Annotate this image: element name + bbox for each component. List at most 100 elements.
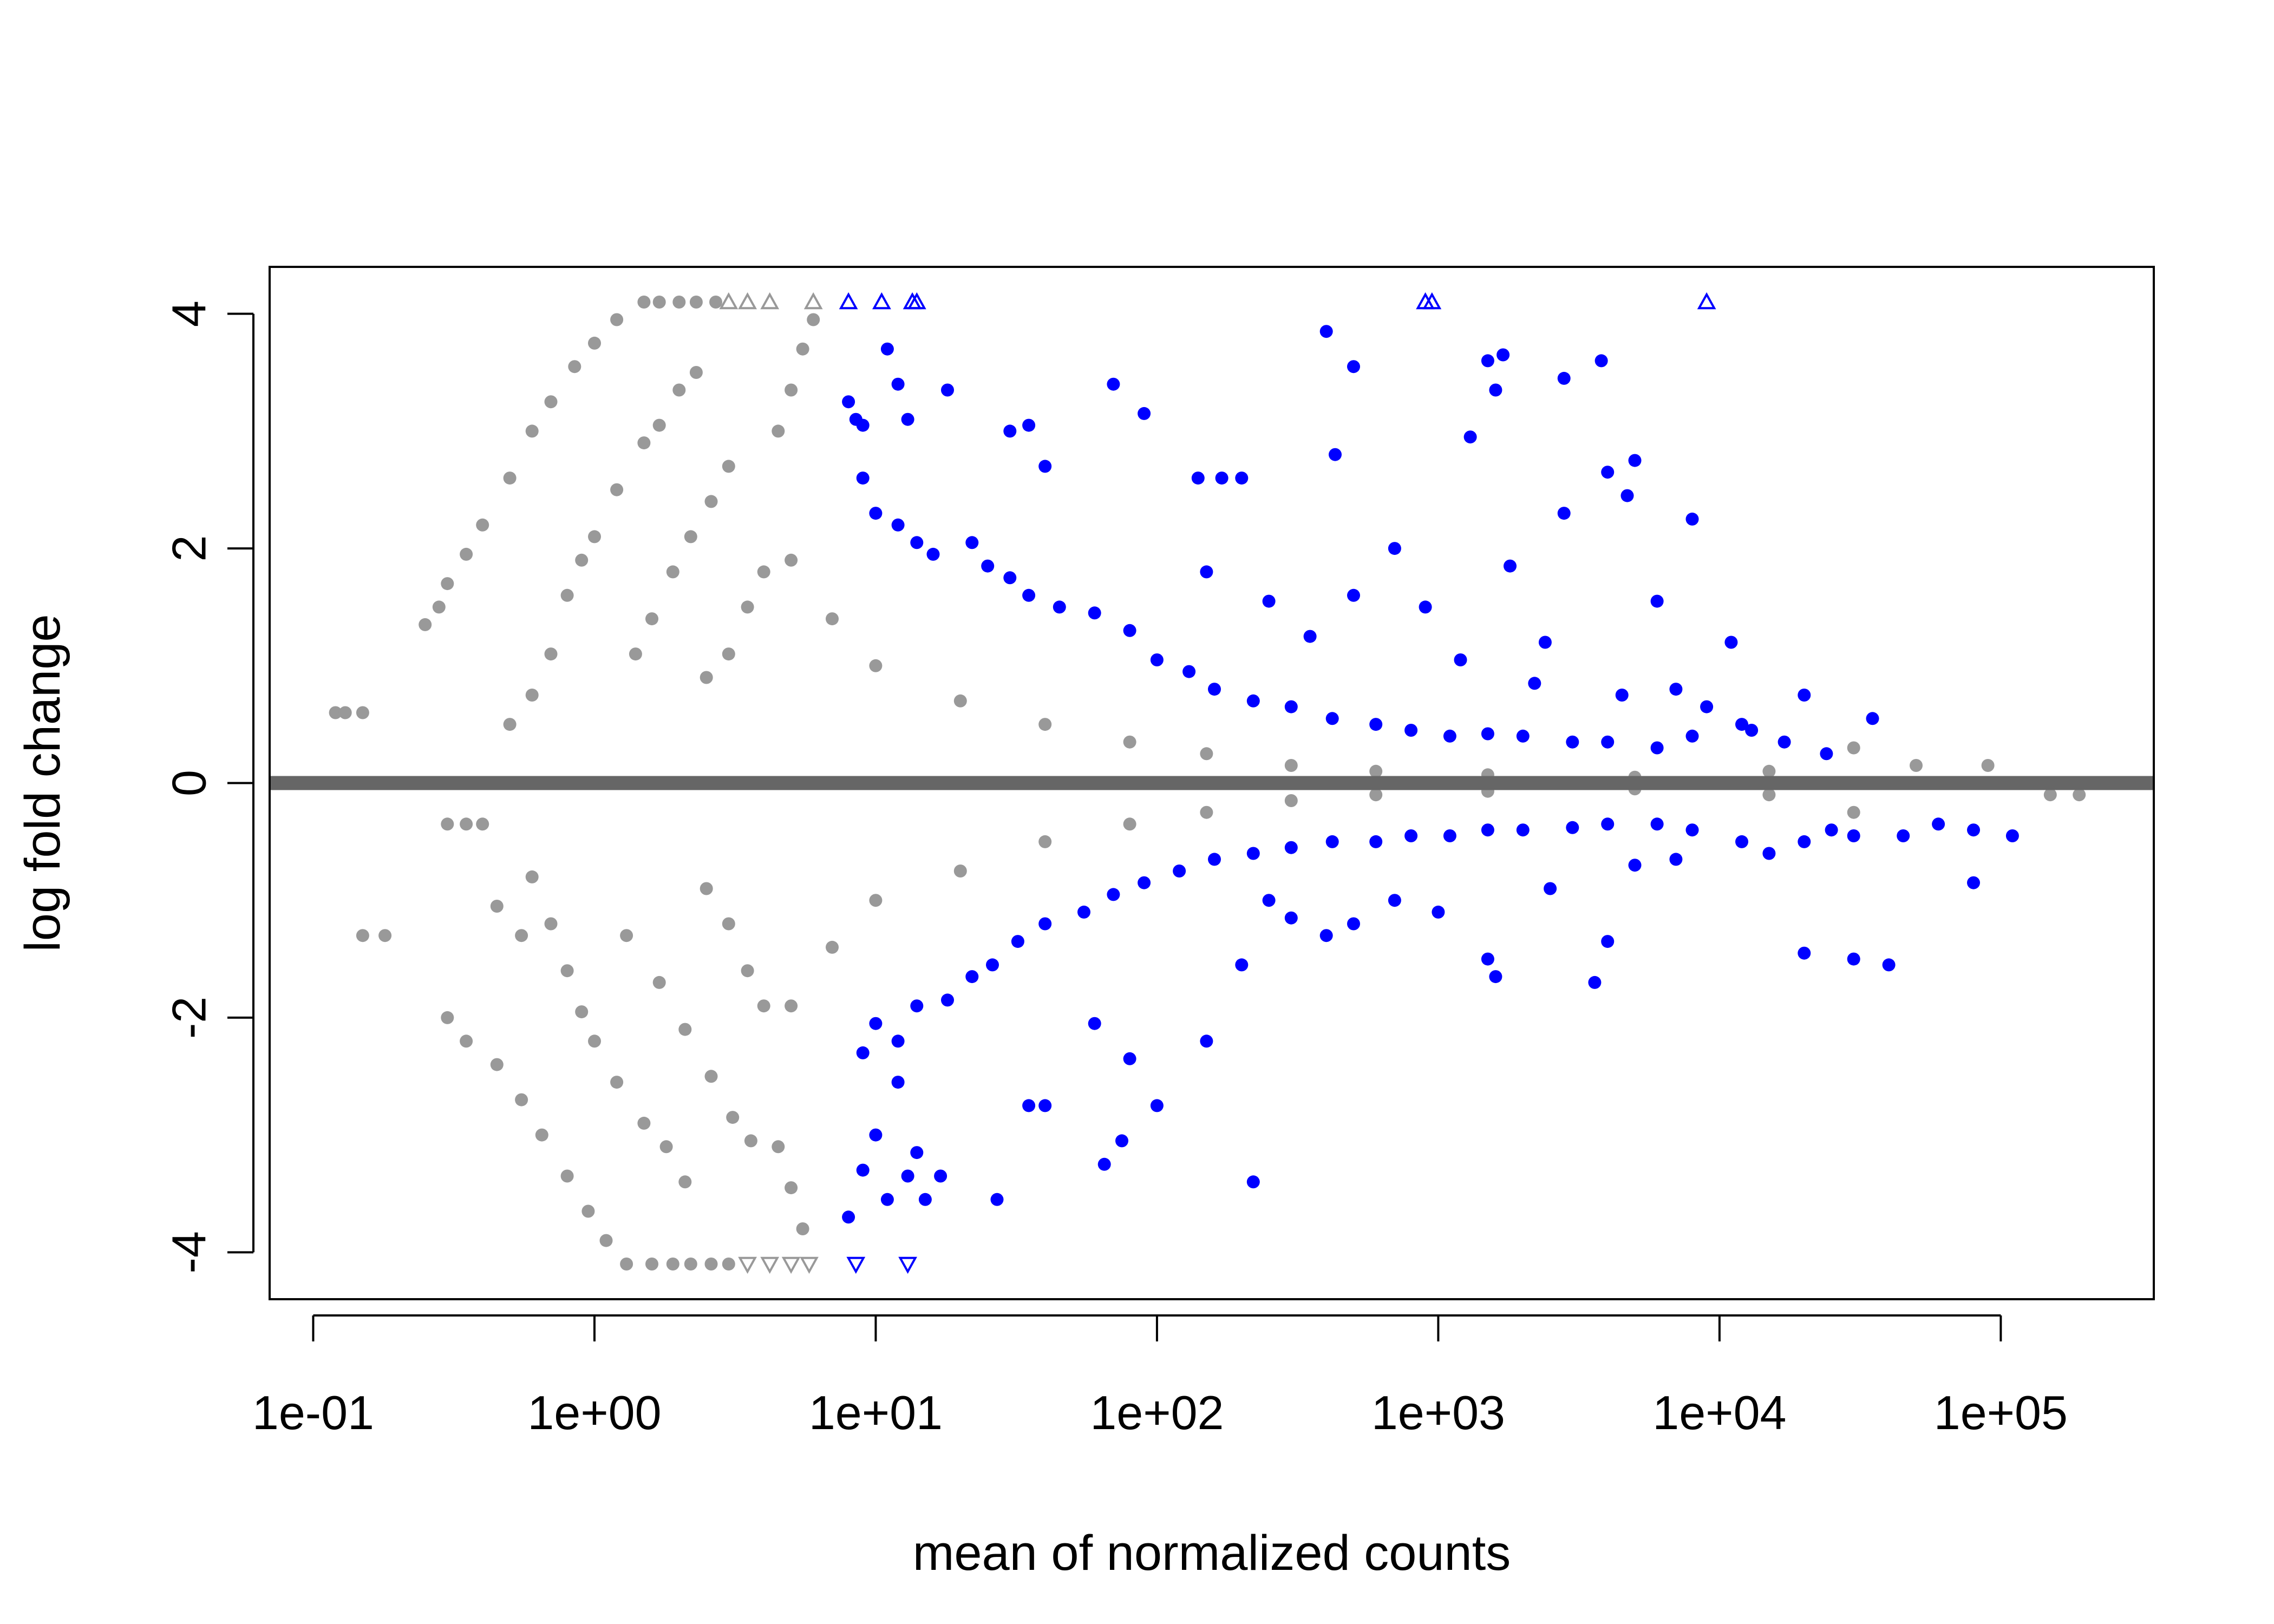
data-point: [744, 1134, 757, 1148]
data-point: [460, 1034, 473, 1048]
data-point: [2043, 788, 2057, 802]
x-tick-label: 1e+01: [809, 1386, 943, 1439]
data-point: [1038, 835, 1052, 848]
data-point: [1745, 724, 1759, 737]
data-point: [1246, 1175, 1260, 1189]
clipped-up-triangle: [803, 292, 823, 310]
data-point: [965, 970, 979, 984]
data-point: [1022, 588, 1036, 602]
y-axis: 4 2 0 -2 -4: [162, 300, 254, 1273]
data-point: [1107, 377, 1120, 391]
x-tick-label: 1e+03: [1371, 1386, 1505, 1439]
data-point: [1284, 759, 1298, 772]
data-point: [1762, 764, 1776, 778]
data-point: [1150, 1099, 1164, 1112]
data-point: [1200, 747, 1213, 761]
data-point: [1528, 677, 1541, 690]
data-point: [1650, 741, 1664, 755]
data-point: [1347, 588, 1360, 602]
data-point: [432, 600, 446, 614]
data-point: [1557, 371, 1571, 385]
data-point: [1200, 565, 1213, 579]
data-point: [990, 1193, 1004, 1206]
data-point: [1798, 946, 1811, 960]
clipped-up-triangle: [738, 292, 757, 310]
data-point: [476, 518, 489, 532]
data-point: [986, 958, 999, 972]
data-point: [1303, 630, 1317, 643]
y-tick-label: -2: [162, 997, 215, 1039]
data-point: [1369, 835, 1383, 848]
data-point: [378, 929, 392, 942]
data-point: [709, 296, 722, 309]
data-point: [918, 1193, 932, 1206]
data-point: [588, 1034, 601, 1048]
data-point: [1107, 888, 1120, 901]
data-point: [620, 1258, 633, 1271]
clipped-down-triangle: [781, 1256, 801, 1274]
data-point: [1897, 829, 1910, 842]
data-point: [785, 553, 798, 567]
data-point: [1123, 1052, 1136, 1065]
clipped-down-triangle: [760, 1256, 780, 1274]
data-point: [722, 460, 735, 473]
data-point: [842, 1210, 855, 1224]
clipped-up-triangle: [1697, 292, 1716, 310]
x-tick-label: 1e+02: [1090, 1386, 1224, 1439]
data-point: [1724, 636, 1738, 649]
data-point: [1882, 958, 1896, 972]
data-point: [757, 999, 770, 1013]
data-point: [1038, 917, 1052, 931]
data-point: [1235, 472, 1249, 485]
data-point: [1123, 624, 1136, 637]
data-point: [1481, 823, 1494, 837]
data-point: [659, 1140, 673, 1154]
data-point: [722, 1258, 735, 1271]
data-point: [544, 917, 558, 931]
data-point: [1138, 407, 1151, 420]
data-point: [1443, 829, 1456, 842]
data-point: [535, 1128, 548, 1142]
data-point: [1246, 847, 1260, 860]
data-point: [891, 377, 905, 391]
x-axis-title: mean of normalized counts: [913, 1525, 1511, 1581]
data-point: [620, 929, 633, 942]
data-point: [560, 964, 574, 978]
data-point: [1735, 718, 1748, 731]
data-point: [525, 424, 539, 438]
data-point: [1246, 694, 1260, 708]
data-point: [807, 313, 820, 326]
data-point: [1762, 847, 1776, 860]
data-point: [637, 296, 651, 309]
data-point: [1820, 747, 1833, 761]
data-point: [1347, 360, 1360, 374]
data-point: [1685, 729, 1699, 743]
data-point: [581, 1204, 595, 1218]
data-point: [741, 964, 754, 978]
data-point: [1544, 882, 1557, 895]
data-point: [441, 577, 454, 591]
data-point: [1497, 348, 1510, 362]
x-axis: 1e-01 1e+00 1e+01 1e+02 1e+03 1e+04 1e+05: [252, 1314, 2068, 1439]
data-point: [652, 418, 666, 432]
data-point: [1685, 823, 1699, 837]
data-point: [1778, 735, 1791, 749]
data-point: [1481, 354, 1494, 368]
data-point: [1235, 958, 1249, 972]
data-point: [515, 929, 528, 942]
data-point: [1173, 865, 1186, 878]
data-point: [1620, 489, 1634, 502]
data-point: [678, 1175, 692, 1189]
data-point: [560, 1169, 574, 1183]
data-point: [1489, 970, 1502, 984]
data-point: [637, 1116, 651, 1130]
data-point: [891, 1076, 905, 1089]
data-point: [575, 553, 589, 567]
x-tick-label: 1e-01: [252, 1386, 374, 1439]
data-point: [1038, 1099, 1052, 1112]
data-point: [1404, 829, 1418, 842]
data-point: [1200, 806, 1213, 819]
data-point: [1601, 735, 1615, 749]
data-point: [1595, 354, 1608, 368]
data-point: [1022, 418, 1036, 432]
